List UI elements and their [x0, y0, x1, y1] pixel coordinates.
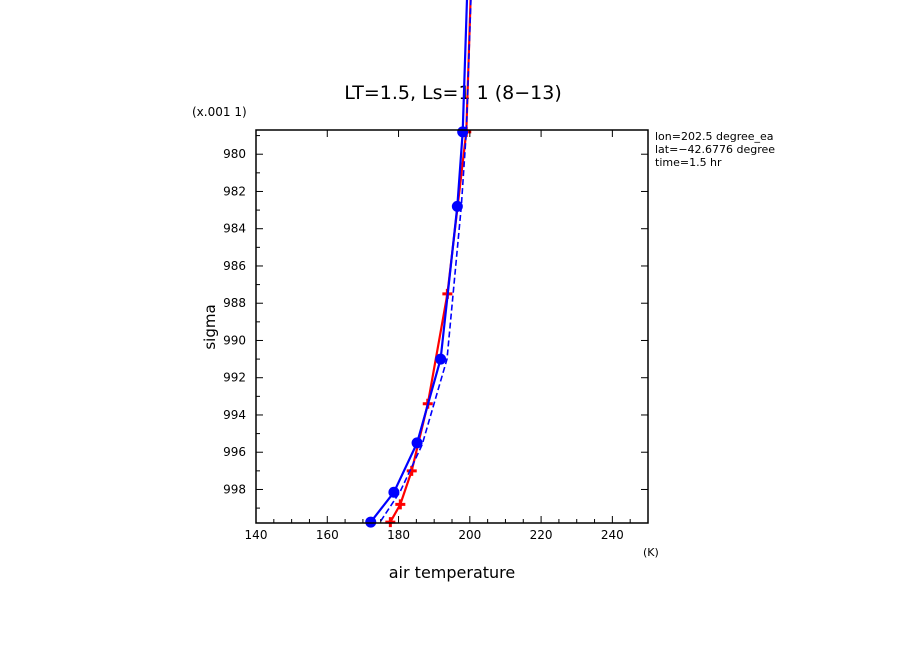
x-axis-label: air temperature	[389, 563, 515, 582]
series-line	[389, 0, 472, 523]
info-lon: lon=202.5 degree_ea	[655, 130, 774, 143]
x-tick-label: 180	[387, 528, 410, 542]
info-time: time=1.5 hr	[655, 156, 722, 169]
series-2	[365, 0, 469, 528]
data-point	[395, 499, 406, 510]
y-tick-label: 992	[223, 371, 246, 385]
y-tick-label: 980	[223, 147, 246, 161]
series-line	[380, 0, 472, 522]
y-tick-label: 988	[223, 296, 246, 310]
data-point	[406, 465, 417, 476]
plot-frame	[255, 129, 649, 524]
y-tick-label: 996	[223, 445, 246, 459]
data-point	[388, 486, 400, 498]
series-3	[380, 0, 472, 522]
y-tick-label: 994	[223, 408, 246, 422]
y-tick-label: 982	[223, 184, 246, 198]
y-tick-label: 990	[223, 333, 246, 347]
x-tick-label: 140	[245, 528, 268, 542]
info-lat: lat=−42.6776 degree	[655, 143, 775, 156]
x-tick-label: 160	[316, 528, 339, 542]
data-point	[365, 516, 377, 528]
y-tick-label: 984	[223, 222, 246, 236]
y-scale-note: (x.001 1)	[192, 105, 247, 119]
y-tick-label: 986	[223, 259, 246, 273]
y-axis-label: sigma	[201, 304, 219, 349]
x-tick-label: 200	[458, 528, 481, 542]
data-point	[451, 200, 463, 212]
x-axis-unit: (K)	[643, 546, 659, 559]
y-tick-label: 998	[223, 482, 246, 496]
data-point	[435, 353, 447, 365]
x-tick-label: 220	[530, 528, 553, 542]
plot-area	[365, 0, 472, 528]
data-point	[385, 517, 396, 528]
chart-title: LT=1.5, Ls=1 1 (8−13)	[344, 82, 561, 104]
x-tick-label: 240	[601, 528, 624, 542]
data-point	[411, 437, 423, 449]
axis-ticks: 140 160 180 200 220 240 980 982 984 986 988 990 992 9…	[223, 130, 648, 542]
series-1	[385, 0, 472, 528]
